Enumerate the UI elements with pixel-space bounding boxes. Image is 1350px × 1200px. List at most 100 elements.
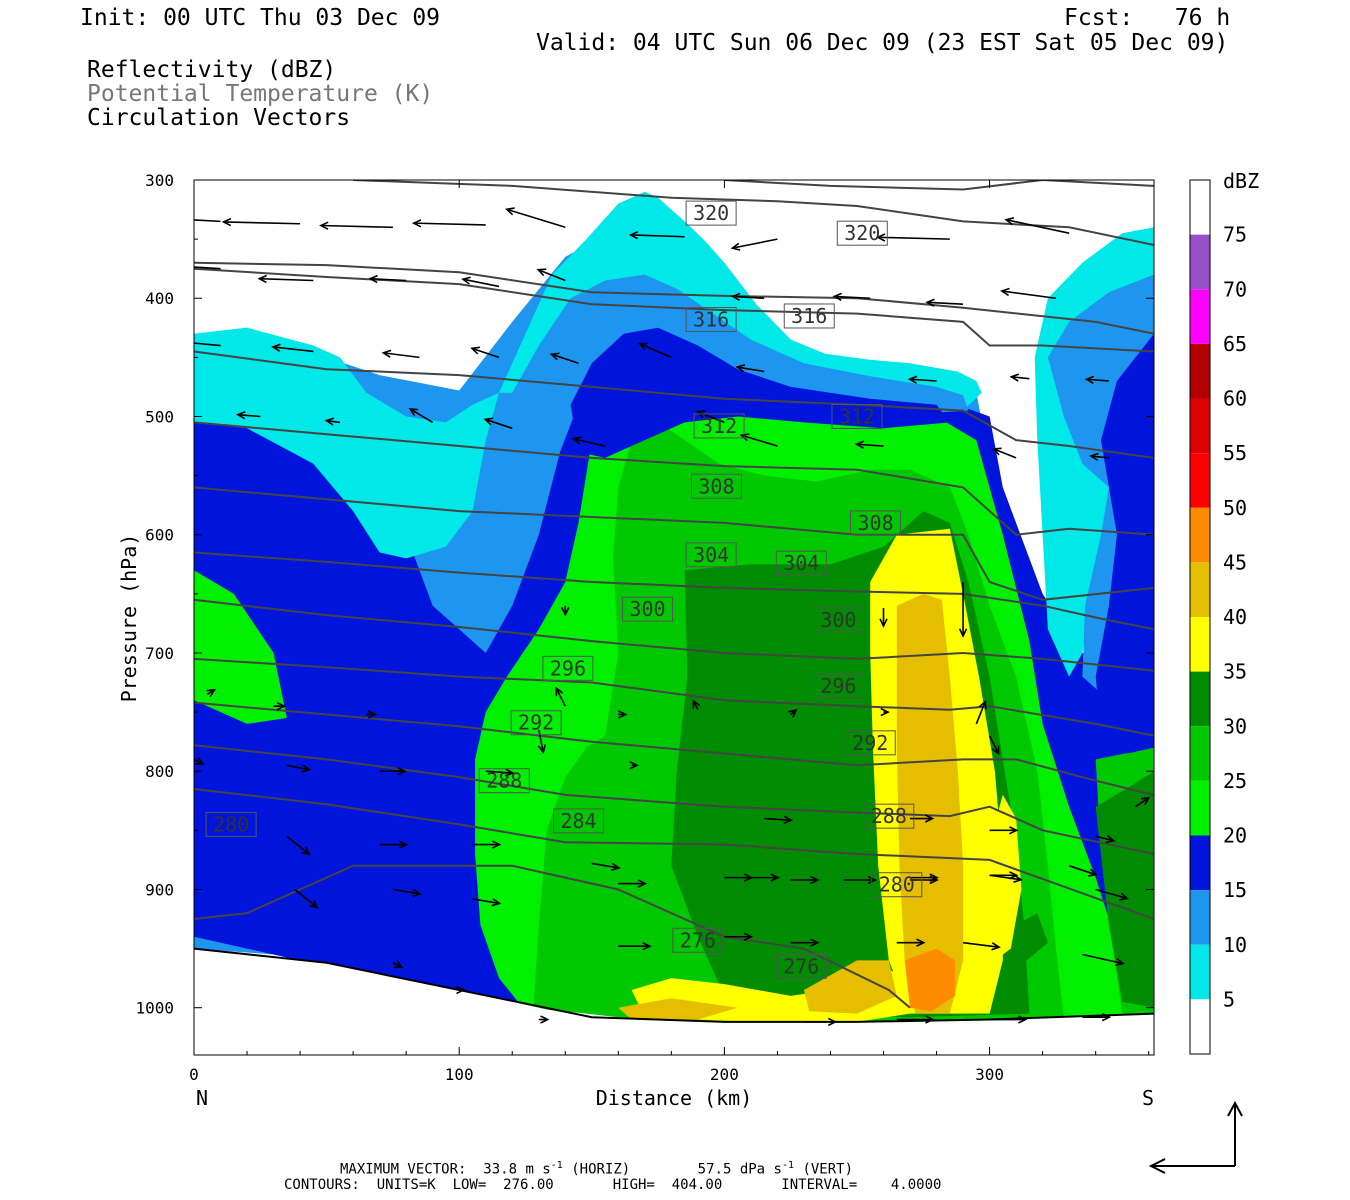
vector-shaft (732, 238, 778, 249)
vector-head (319, 221, 329, 230)
circulation-vector (975, 699, 987, 725)
colorbar-swatch (1190, 507, 1210, 563)
vector-shaft (1134, 797, 1150, 808)
circulation-vector (879, 608, 888, 628)
vector-shaft (741, 434, 778, 447)
init-time: Init: 00 UTC Thu 03 Dec 09 (80, 5, 441, 31)
y-tick-label: 800 (145, 762, 174, 781)
vector-head (730, 242, 741, 251)
vector-shaft (856, 443, 884, 447)
colorbar-swatch (1190, 835, 1210, 891)
vector-shaft (409, 408, 434, 424)
contour-label-text: 316 (791, 304, 827, 328)
contour-label-box (775, 953, 827, 979)
vector-head (1088, 868, 1098, 877)
vector-shaft (462, 278, 500, 288)
colorbar-swatch (1190, 180, 1210, 235)
vector-head (827, 1017, 838, 1027)
vector-shaft (194, 266, 221, 270)
vector-head (456, 985, 466, 995)
circulation-vector (392, 960, 404, 969)
contour-label-text: 304 (693, 543, 729, 567)
vector-shaft (1005, 218, 1070, 234)
vector-shaft (551, 353, 579, 365)
circulation-vector (392, 888, 422, 897)
vector-head (555, 686, 564, 697)
circulation-vector (730, 292, 765, 302)
vector-head (235, 411, 246, 420)
vector-head (1114, 957, 1125, 967)
contour-label: 292 (844, 730, 896, 756)
max-vector-vert-label: (VERT) (802, 1161, 854, 1178)
theta-contour-280 (194, 788, 1154, 920)
contour-label: 292 (510, 710, 562, 736)
max-vector-horiz-exp: -1 (550, 1160, 563, 1171)
vector-head (461, 276, 471, 285)
contour-label: 288 (863, 803, 915, 829)
y-tick-label: 300 (145, 171, 174, 190)
circulation-vector (324, 417, 340, 426)
colorbar-level-label: 10 (1223, 933, 1247, 957)
vector-head (730, 292, 741, 302)
contour-label-text: 292 (518, 711, 554, 735)
vector-shaft (927, 301, 964, 305)
vector-head (1009, 871, 1019, 880)
contour-labels: 320 320 316 316 312 312 308 308 304 304 300 300 296 2… (205, 200, 923, 979)
theta-contour-322 (724, 180, 1154, 191)
circulation-vector (988, 735, 1000, 756)
vector-shaft (1082, 953, 1124, 965)
vector-shaft (630, 234, 685, 238)
contour-label-text: 280 (879, 873, 915, 897)
vector-shaft (1090, 455, 1109, 459)
contour-label: 280 (871, 872, 923, 898)
vector-shaft (326, 419, 340, 424)
vector-shaft (194, 219, 221, 223)
colorbar-swatch (1190, 289, 1210, 344)
vector-head (958, 628, 968, 638)
circulation-vector (875, 233, 950, 242)
reflectivity-region-40dbz (618, 998, 738, 1020)
colorbar-swatch (1190, 617, 1210, 672)
colorbar-level-label: 5 (1223, 987, 1235, 1011)
circulation-vector (485, 768, 515, 777)
vector-head (610, 862, 621, 871)
contour-label: 284 (553, 808, 605, 834)
contour-label-box (831, 403, 883, 429)
vector-shaft (472, 898, 500, 905)
reflectivity-region-40dbz (896, 593, 964, 1014)
vector-head (381, 349, 392, 358)
circulation-vector (294, 888, 319, 909)
circulation-vector (790, 938, 820, 947)
circulation-vector (1082, 953, 1125, 967)
vector-shaft (471, 347, 500, 359)
x-end-label-right: S (1142, 1086, 1154, 1110)
reflectivity-fill (194, 191, 1154, 1055)
contour-label-text: 288 (871, 804, 907, 828)
vector-shaft (294, 888, 318, 909)
vector-head (309, 899, 319, 909)
x-tick-label: 100 (445, 1065, 474, 1084)
circulation-vector (408, 407, 434, 424)
circulation-vector (896, 938, 926, 947)
theta-contour-312 (194, 350, 1154, 459)
vector-head (257, 274, 267, 284)
vector-shaft (320, 224, 393, 229)
vector-head (1089, 452, 1099, 461)
vector-head (505, 207, 515, 216)
circulation-vector (843, 875, 878, 885)
vector-head (194, 757, 205, 765)
colorbar-level-label: 30 (1223, 714, 1247, 738)
vector-head (324, 417, 335, 426)
max-vector-vert-exp: -1 (781, 1160, 795, 1171)
vector-head (1101, 1012, 1112, 1022)
vector-head (491, 840, 502, 849)
vector-head (491, 898, 502, 907)
vector-head (770, 873, 780, 882)
vector-head (1009, 373, 1020, 382)
max-vector-horiz-label: (HORIZ) (571, 1161, 631, 1178)
vector-shaft (413, 222, 486, 226)
vector-shaft (909, 378, 937, 382)
reflectivity-region-5dbz (499, 191, 982, 411)
x-tick-label: 0 (189, 1065, 199, 1084)
circulation-vector (1004, 217, 1070, 234)
